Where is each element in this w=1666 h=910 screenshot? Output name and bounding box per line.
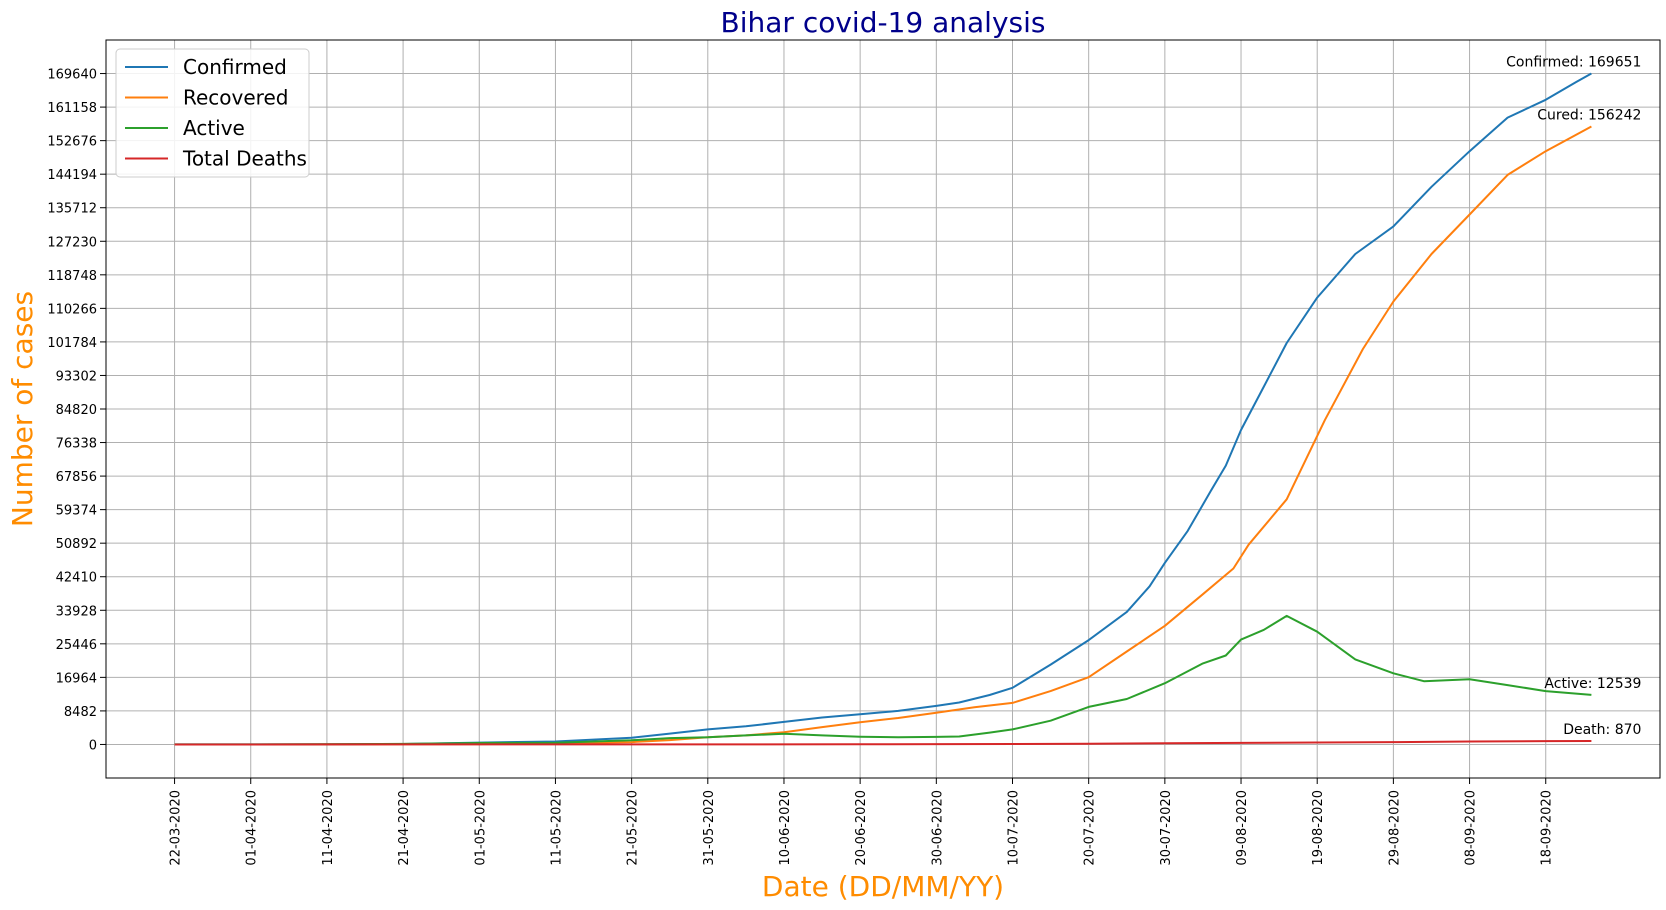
series-line-total-deaths <box>174 740 1592 746</box>
y-tick-label: 127230 <box>47 235 97 250</box>
y-tick-label: 161158 <box>47 101 97 116</box>
legend-layer: Confirmed Recovered Active Total Deaths <box>115 48 310 178</box>
annotation-active: Active: 12539 <box>1544 676 1641 692</box>
x-tick-label: 21-04-2020 <box>397 790 412 866</box>
tick-layer: 22-03-2020 01-04-2020 11-04-2020 21-04-2020… <box>47 68 1554 866</box>
legend-label: Recovered <box>183 86 288 110</box>
legend-box <box>115 48 310 178</box>
x-tick-label: 20-06-2020 <box>854 790 869 866</box>
grid-layer <box>106 40 1660 778</box>
y-tick-label: 76338 <box>56 437 97 452</box>
legend-label: Active <box>183 116 245 140</box>
y-tick-label: 110266 <box>47 302 97 317</box>
x-tick-label: 30-07-2020 <box>1159 790 1174 866</box>
series-line-recovered <box>174 125 1592 746</box>
chart-title: Bihar covid-19 analysis <box>721 6 1046 39</box>
y-tick-label: 169640 <box>47 68 97 83</box>
annotation-total-deaths: Death: 870 <box>1563 722 1641 738</box>
y-tick-label: 42410 <box>56 571 97 586</box>
y-tick-label: 152676 <box>47 135 97 150</box>
x-tick-label: 01-05-2020 <box>473 790 488 866</box>
y-tick-label: 118748 <box>47 269 97 284</box>
series-layer <box>174 72 1592 746</box>
x-tick-label: 10-07-2020 <box>1007 790 1022 866</box>
x-tick-label: 22-03-2020 <box>169 790 184 866</box>
y-tick-label: 59374 <box>56 504 97 519</box>
y-tick-label: 8482 <box>64 705 97 720</box>
legend-label: Confirmed <box>183 55 287 79</box>
y-tick-label: 0 <box>89 738 97 753</box>
series-line-confirmed <box>174 72 1592 746</box>
x-tick-label: 31-05-2020 <box>702 790 717 866</box>
y-tick-label: 33928 <box>56 604 97 619</box>
x-tick-label: 11-04-2020 <box>321 790 336 866</box>
x-tick-label: 01-04-2020 <box>245 790 260 866</box>
x-tick-label: 09-08-2020 <box>1235 790 1250 866</box>
y-tick-label: 16964 <box>56 671 97 686</box>
y-tick-label: 135712 <box>47 202 97 217</box>
y-tick-label: 25446 <box>56 638 97 653</box>
y-axis-label: Number of cases <box>6 291 39 527</box>
y-tick-label: 67856 <box>56 470 97 485</box>
y-tick-label: 101784 <box>47 336 97 351</box>
legend-label: Total Deaths <box>182 147 307 171</box>
annotation-confirmed: Confirmed: 169651 <box>1506 55 1641 71</box>
x-tick-label: 18-09-2020 <box>1540 790 1555 866</box>
x-tick-label: 08-09-2020 <box>1464 790 1479 866</box>
x-tick-label: 20-07-2020 <box>1083 790 1098 866</box>
anno-layer: Confirmed: 169651 Cured: 156242 Active: 12… <box>1506 55 1641 739</box>
y-tick-label: 144194 <box>47 168 97 183</box>
series-line-active <box>174 614 1592 746</box>
x-tick-label: 10-06-2020 <box>778 790 793 866</box>
x-tick-label: 11-05-2020 <box>549 790 564 866</box>
y-tick-label: 84820 <box>56 403 97 418</box>
y-tick-label: 50892 <box>56 537 97 552</box>
x-tick-label: 30-06-2020 <box>930 790 945 866</box>
annotation-recovered: Cured: 156242 <box>1537 108 1641 124</box>
x-tick-label: 21-05-2020 <box>626 790 641 866</box>
y-tick-label: 93302 <box>56 369 97 384</box>
x-tick-label: 19-08-2020 <box>1311 790 1326 866</box>
x-axis-label: Date (DD/MM/YY) <box>762 870 1004 903</box>
x-tick-label: 29-08-2020 <box>1387 790 1402 866</box>
